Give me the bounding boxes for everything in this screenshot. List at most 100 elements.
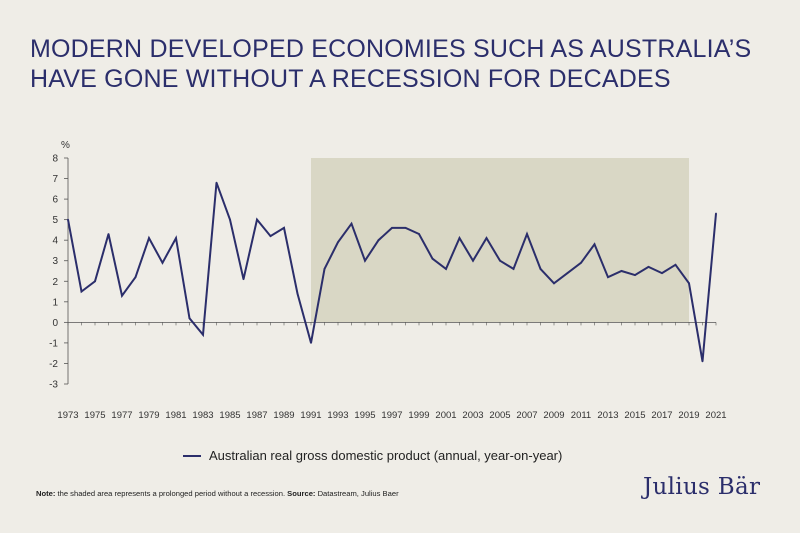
data-point [202,333,204,336]
data-point [472,259,474,262]
x-tick-label: 1977 [111,410,132,421]
data-point [188,317,191,320]
data-point [364,259,366,262]
shaded-no-recession-area [311,158,689,323]
data-point [580,261,582,264]
y-axis-unit-label: % [61,140,70,151]
x-tick-label: 2013 [597,410,618,421]
x-tick-label: 2015 [624,410,645,421]
data-point [445,268,447,270]
data-point [229,218,231,221]
data-point [404,226,407,229]
data-point [607,276,609,279]
data-point [688,282,690,285]
x-tick-label: 2001 [435,410,456,421]
data-point [269,235,272,237]
data-point [350,222,353,225]
chart-title: MODERN DEVELOPED ECONOMIES SUCH AS AUSTR… [30,34,770,94]
x-tick-label: 2019 [678,410,699,421]
y-tick-label: 1 [52,297,58,308]
data-point [283,226,285,229]
data-point [67,218,69,221]
data-point [647,265,650,268]
data-point [661,272,663,274]
data-point [94,280,96,283]
note-text: the shaded area represents a prolonged p… [55,489,288,498]
data-point [485,237,488,240]
y-tick-label: -1 [49,338,58,349]
data-point [323,268,326,270]
data-point [256,218,258,221]
y-tick-label: 0 [52,318,58,329]
note-label: Note: [36,489,56,498]
y-tick-label: 5 [52,215,58,226]
data-point [391,226,393,229]
data-point [701,360,704,363]
source-label: Source: [287,489,316,498]
y-tick-label: 6 [52,195,58,206]
y-tick-label: 7 [52,174,58,185]
x-tick-label: 1987 [246,410,267,421]
x-tick-label: 1993 [327,410,348,421]
data-point [418,233,420,235]
x-tick-label: 2021 [705,410,726,421]
x-tick-label: 1973 [57,410,78,421]
data-point [337,241,339,244]
legend-swatch [183,454,201,457]
data-point [539,268,542,270]
x-tick-label: 1983 [192,410,213,421]
x-tick-label: 1985 [219,410,240,421]
data-point [296,292,299,295]
data-point [553,282,555,285]
data-point [512,268,515,270]
chart-title-line-2: HAVE GONE WITHOUT A RECESSION FOR DECADE… [30,65,671,93]
x-tick-label: 1989 [273,410,294,421]
x-tick-label: 1981 [165,410,186,421]
brand-logo: Julius Bär [643,474,761,500]
footnote: Note: the shaded area represents a prolo… [36,489,399,498]
x-tick-label: 2009 [543,410,564,421]
x-tick-label: 1979 [138,410,159,421]
data-point [148,237,150,240]
chart-title-line-1: MODERN DEVELOPED ECONOMIES SUCH AS AUSTR… [30,35,752,63]
data-point [310,342,312,344]
x-tick-label: 1975 [84,410,105,421]
x-tick-label: 1991 [300,410,321,421]
x-tick-label: 1995 [354,410,375,421]
data-point [107,233,110,235]
data-point [134,276,137,279]
y-tick-label: -2 [49,359,58,370]
data-point [431,257,434,260]
data-point [377,239,380,242]
data-point [526,233,528,235]
data-point [566,272,569,274]
data-point [161,261,164,264]
data-point [634,274,636,277]
x-tick-label: 1999 [408,410,429,421]
data-point [121,294,123,297]
y-tick-label: 4 [52,236,58,247]
data-point [175,237,177,240]
data-point [620,270,623,272]
x-tick-label: 2011 [571,410,591,421]
legend-label: Australian real gross domestic product (… [209,448,563,463]
data-point [458,237,461,240]
y-tick-label: 2 [52,277,58,288]
chart-legend: Australian real gross domestic product (… [183,448,562,463]
y-tick-label: -3 [49,380,58,391]
x-tick-label: 2017 [651,410,672,421]
y-tick-label: 8 [52,154,58,165]
x-tick-label: 2007 [516,410,537,421]
data-point [215,181,218,184]
data-point [674,263,677,266]
data-point [593,243,596,246]
source-text: Datastream, Julius Baer [315,489,399,498]
x-tick-label: 2003 [462,410,483,421]
y-tick-label: 3 [52,256,58,267]
data-point [242,278,245,281]
x-tick-label: 1997 [381,410,402,421]
data-point [80,290,83,293]
x-tick-label: 2005 [489,410,510,421]
data-point [499,259,501,262]
